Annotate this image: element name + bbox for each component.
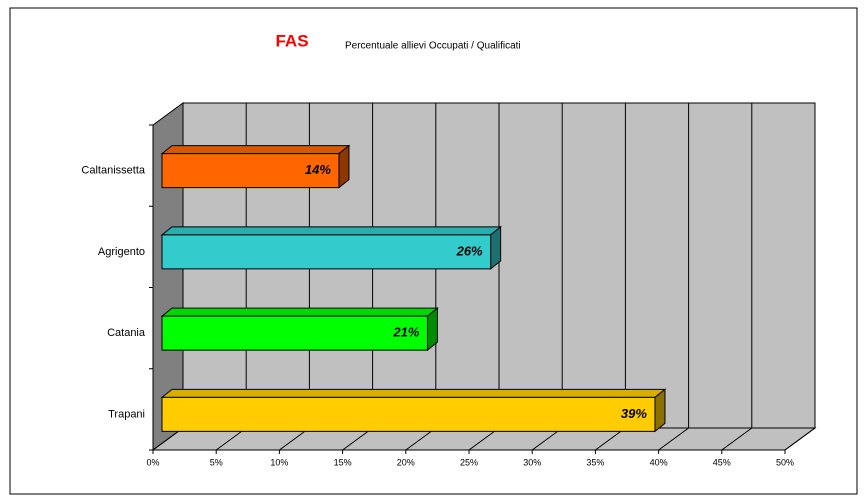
chart-title: FAS: [275, 31, 308, 50]
floor-grid-line: [658, 427, 689, 451]
bar-side: [338, 144, 350, 189]
bar-side: [654, 388, 666, 433]
bar: [161, 396, 656, 432]
bar-top: [160, 388, 667, 398]
y-tick-label: Trapani: [108, 408, 145, 420]
value-label: 21%: [392, 325, 419, 340]
value-label: 26%: [456, 243, 483, 258]
bar: [161, 315, 428, 351]
bar: [161, 153, 340, 189]
bar: [161, 234, 492, 270]
x-tick-label: 40%: [650, 457, 668, 467]
y-tick-label: Agrigento: [98, 246, 145, 258]
x-tick-label: 15%: [334, 457, 352, 467]
y-tick-label: Catania: [107, 327, 146, 339]
floor-grid-line: [784, 427, 816, 451]
bar-top: [160, 226, 503, 236]
x-tick-label: 50%: [776, 457, 794, 467]
x-tick-label: 35%: [586, 457, 604, 467]
x-tick-label: 25%: [460, 457, 478, 467]
floor-grid-line: [721, 427, 753, 451]
value-label: 39%: [621, 406, 647, 421]
bar-side: [490, 225, 502, 270]
x-tick-label: 0%: [146, 457, 159, 467]
y-tick-label: Caltanissetta: [81, 165, 145, 177]
x-tick-label: 30%: [523, 457, 541, 467]
chart-subtitle: Percentuale allievi Occupati / Qualifica…: [345, 41, 521, 52]
bar-top: [160, 307, 439, 317]
x-tick-label: 20%: [397, 457, 415, 467]
x-tick-label: 5%: [210, 457, 223, 467]
bar-top: [160, 145, 351, 155]
bar-side: [426, 307, 438, 352]
x-tick-label: 10%: [270, 457, 288, 467]
value-label: 14%: [305, 162, 331, 177]
x-tick-label: 45%: [713, 457, 731, 467]
